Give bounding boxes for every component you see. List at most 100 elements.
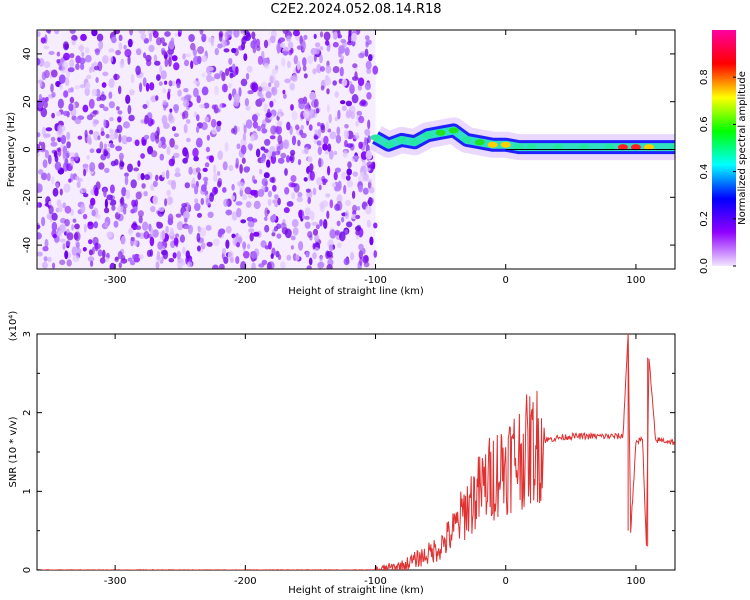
noise-speckle <box>329 199 334 209</box>
noise-speckle <box>37 31 41 37</box>
noise-speckle <box>206 241 213 247</box>
noise-speckle <box>185 250 190 259</box>
noise-speckle <box>115 145 122 152</box>
noise-speckle <box>81 52 85 57</box>
noise-speckle <box>363 173 369 182</box>
noise-speckle <box>66 131 71 141</box>
noise-speckle <box>188 34 195 42</box>
noise-speckle <box>109 55 114 63</box>
noise-speckle <box>57 98 64 109</box>
noise-speckle <box>103 207 110 214</box>
noise-speckle <box>250 82 256 91</box>
x-tick-label: -200 <box>234 576 257 587</box>
noise-speckle <box>161 249 168 256</box>
noise-speckle <box>339 66 344 77</box>
noise-speckle <box>221 71 226 82</box>
noise-speckle <box>299 129 304 136</box>
noise-speckle <box>94 110 99 115</box>
noise-speckle <box>72 255 80 263</box>
noise-speckle <box>99 257 106 264</box>
noise-speckle <box>59 84 63 90</box>
noise-speckle <box>82 213 88 220</box>
signal-point <box>513 144 524 151</box>
noise-speckle <box>346 143 354 149</box>
colorbar <box>712 30 736 266</box>
noise-speckle <box>231 211 238 221</box>
noise-speckle <box>203 102 210 109</box>
noise-speckle <box>300 125 304 130</box>
y-tick-label: 3 <box>22 331 33 337</box>
noise-speckle <box>135 65 141 76</box>
noise-speckle <box>104 198 108 209</box>
noise-speckle <box>336 220 341 227</box>
noise-speckle <box>143 52 147 59</box>
noise-speckle <box>366 68 372 74</box>
noise-speckle <box>250 40 257 49</box>
noise-speckle <box>282 89 286 95</box>
noise-speckle <box>54 161 62 171</box>
noise-speckle <box>325 193 331 198</box>
noise-speckle <box>369 236 374 246</box>
noise-speckle <box>116 106 120 111</box>
noise-speckle <box>111 205 116 211</box>
noise-speckle <box>362 161 367 167</box>
noise-speckle <box>41 172 48 181</box>
noise-speckle <box>166 196 173 206</box>
noise-speckle <box>270 253 274 259</box>
noise-speckle <box>38 141 43 146</box>
noise-speckle <box>302 57 307 67</box>
noise-speckle <box>196 245 201 252</box>
noise-speckle <box>214 48 219 56</box>
noise-speckle <box>84 87 90 97</box>
noise-speckle <box>276 223 282 230</box>
noise-speckle <box>358 243 364 251</box>
noise-speckle <box>129 260 136 266</box>
noise-speckle <box>130 179 137 189</box>
noise-speckle <box>37 202 40 208</box>
noise-speckle <box>232 63 236 72</box>
noise-speckle <box>344 124 349 129</box>
noise-speckle <box>351 94 359 104</box>
noise-speckle <box>183 123 188 134</box>
noise-speckle <box>117 251 123 260</box>
noise-speckle <box>90 260 94 267</box>
noise-speckle <box>68 152 76 157</box>
noise-speckle <box>308 257 313 266</box>
noise-speckle <box>340 100 346 105</box>
noise-speckle <box>202 167 208 172</box>
noise-speckle <box>70 158 74 167</box>
noise-speckle <box>276 233 282 239</box>
noise-speckle <box>165 169 170 180</box>
noise-speckle <box>48 51 55 55</box>
noise-speckle <box>233 30 240 38</box>
noise-speckle <box>209 193 215 202</box>
noise-speckle <box>326 46 330 52</box>
noise-speckle <box>231 183 235 191</box>
noise-speckle <box>156 74 161 81</box>
noise-speckle <box>117 205 121 215</box>
noise-speckle <box>342 150 348 158</box>
noise-speckle <box>86 134 92 144</box>
noise-speckle <box>196 95 201 104</box>
noise-speckle <box>332 80 338 86</box>
noise-speckle <box>260 240 267 248</box>
noise-speckle <box>37 152 41 157</box>
noise-speckle <box>319 46 324 51</box>
noise-speckle <box>316 177 323 186</box>
y-tick-label: 2 <box>22 409 33 415</box>
noise-speckle <box>222 187 227 193</box>
noise-speckle <box>182 53 186 60</box>
noise-speckle <box>327 143 332 152</box>
noise-speckle <box>277 254 282 260</box>
noise-speckle <box>98 162 105 170</box>
noise-speckle <box>322 180 327 186</box>
noise-speckle <box>269 35 276 44</box>
noise-speckle <box>86 155 90 160</box>
noise-speckle <box>174 32 178 37</box>
x-tick-label: 100 <box>626 576 645 587</box>
noise-speckle <box>358 52 365 59</box>
noise-speckle <box>269 100 274 108</box>
noise-speckle <box>245 105 251 111</box>
noise-speckle <box>286 254 292 261</box>
noise-speckle <box>195 167 201 174</box>
